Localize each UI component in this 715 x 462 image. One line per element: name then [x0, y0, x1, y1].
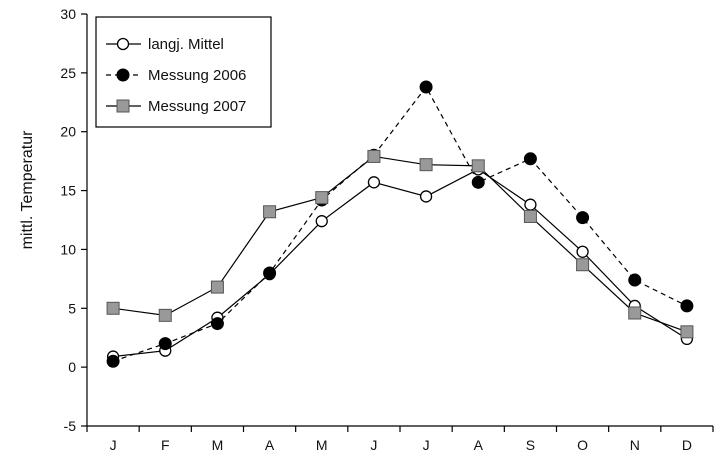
- series-line: [113, 168, 688, 358]
- data-point-langj-mittel: [315, 215, 328, 228]
- legend-label: Messung 2006: [148, 67, 246, 84]
- data-point-messung-2006: [576, 211, 590, 225]
- data-point-langj-mittel: [367, 176, 381, 189]
- x-tick-label: J: [423, 437, 430, 453]
- data-point-messung-2007: [367, 149, 381, 163]
- data-point-messung-2007: [106, 301, 120, 315]
- y-tick-label: 0: [68, 359, 76, 375]
- x-tick-label: J: [110, 437, 117, 453]
- data-point-langj-mittel: [576, 245, 589, 258]
- x-tick-label: M: [316, 437, 328, 453]
- data-point-messung-2006: [680, 299, 694, 313]
- x-tick-label: A: [265, 437, 275, 453]
- series-line: [112, 85, 688, 362]
- data-point-messung-2006: [158, 337, 172, 351]
- y-tick-label: 15: [60, 183, 76, 199]
- x-tick-label: N: [630, 437, 640, 453]
- legend-label: langj. Mittel: [148, 36, 224, 53]
- x-tick-label: F: [161, 437, 170, 453]
- axes: -5 0 5 10 15 20 25 30 J F M A M J J A S O N D: [60, 6, 714, 453]
- data-point-messung-2006: [263, 266, 277, 280]
- y-tick-label: 5: [68, 300, 76, 316]
- y-tick-label: 30: [60, 6, 76, 22]
- series-3: [106, 149, 694, 339]
- data-point-messung-2006: [419, 80, 433, 94]
- data-point-messung-2006: [471, 175, 485, 189]
- series-1: [106, 163, 694, 363]
- data-point-messung-2007: [576, 258, 590, 272]
- data-point-messung-2007: [680, 325, 694, 339]
- data-point-messung-2006: [210, 317, 224, 331]
- x-tick-label: O: [577, 437, 588, 453]
- data-point-messung-2006: [523, 152, 537, 166]
- x-tick-label: A: [474, 437, 484, 453]
- series-line: [113, 155, 688, 333]
- data-point-messung-2007: [471, 159, 485, 173]
- y-tick-label: 20: [60, 124, 76, 140]
- data-point-langj-mittel: [116, 37, 130, 51]
- data-point-messung-2007: [263, 205, 277, 219]
- data-point-messung-2007: [116, 99, 130, 113]
- x-tick-label: J: [370, 437, 377, 453]
- x-tick-label: D: [682, 437, 692, 453]
- data-point-messung-2007: [210, 280, 224, 294]
- data-point-langj-mittel: [524, 198, 537, 211]
- series-lines: [106, 80, 694, 368]
- data-point-messung-2007: [158, 308, 172, 322]
- x-tick-label: M: [212, 437, 224, 453]
- data-point-messung-2006: [116, 68, 130, 82]
- legend: langj. Mittel Messung 2006 Messung 2007: [95, 16, 272, 128]
- data-point-messung-2006: [106, 354, 120, 368]
- y-tick-label: 25: [60, 65, 76, 81]
- legend-label: Messung 2007: [148, 98, 246, 115]
- data-point-messung-2006: [628, 273, 642, 287]
- data-point-langj-mittel: [419, 190, 433, 203]
- x-tick-label: S: [526, 437, 535, 453]
- data-point-messung-2007: [315, 191, 329, 205]
- y-axis-title: mittl. Temperatur: [19, 130, 36, 250]
- y-tick-label: 10: [60, 241, 76, 257]
- data-point-messung-2007: [628, 306, 642, 320]
- y-tick-label: -5: [64, 418, 77, 434]
- data-point-messung-2007: [523, 209, 537, 223]
- data-point-messung-2007: [419, 158, 433, 172]
